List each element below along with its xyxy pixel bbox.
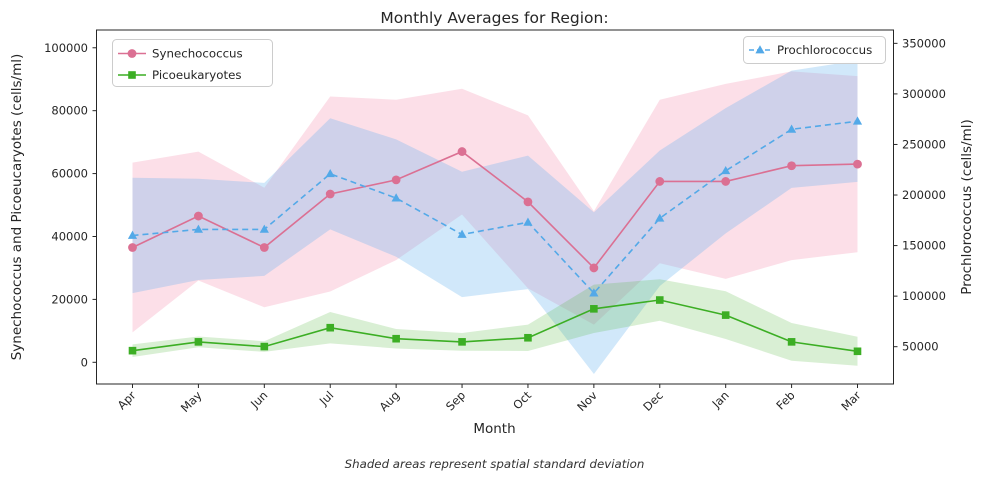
picoeukaryotes-line — [132, 299, 858, 353]
y-left-tick-label: 20000 — [51, 292, 88, 306]
y-right-axis-label: Prochlorococcus (cells/ml) — [959, 119, 975, 295]
picoeukaryotes-marker-Mar — [853, 347, 862, 356]
chart-title: Monthly Averages for Region: — [380, 9, 609, 27]
legend-label: Picoeukaryotes — [152, 68, 242, 82]
prochlorococcus-marker-Apr — [127, 230, 138, 239]
picoeukaryotes-marker-Jul — [326, 323, 335, 332]
prochlorococcus-band — [132, 60, 858, 374]
prochlorococcus-marker-Feb — [786, 124, 797, 133]
y-right-tick-label: 150000 — [902, 239, 946, 253]
x-tick-label: Apr — [115, 388, 139, 412]
synechococcus-marker-Aug — [391, 175, 401, 185]
plot-border — [96, 29, 894, 385]
picoeukaryotes-marker-Sep — [458, 338, 466, 346]
prochlorococcus-marker-Jun — [259, 224, 269, 233]
legend-box — [112, 39, 273, 87]
legend-label: Prochlorococcus — [777, 43, 872, 57]
picoeukaryotes-marker-Feb — [787, 338, 796, 346]
y-right-tick-label: 300000 — [902, 87, 946, 101]
x-tick-label: Jul — [316, 388, 336, 408]
synechococcus-marker-Sep — [457, 147, 467, 156]
prochlorococcus-marker-Dec — [655, 213, 665, 222]
prochlorococcus-marker-Aug — [391, 193, 401, 202]
legend-circle-marker-icon — [127, 49, 137, 58]
y-right-tick-label: 350000 — [902, 36, 946, 50]
y-right-tick-label: 250000 — [902, 137, 946, 151]
picoeukaryotes-band — [132, 279, 858, 366]
prochlorococcus-markers — [127, 116, 863, 297]
legend-box — [743, 36, 886, 64]
x-tick-label: Aug — [376, 388, 402, 414]
picoeukaryotes-marker-Jan — [721, 311, 730, 319]
synechococcus-marker-May — [194, 211, 203, 221]
prochlorococcus-marker-Oct — [523, 217, 533, 226]
x-tick-label: Jan — [709, 388, 732, 411]
picoeukaryotes-marker-Nov — [590, 305, 598, 313]
y-left-tick-label: 40000 — [51, 230, 88, 244]
picoeukaryotes-marker-Aug — [392, 334, 400, 343]
y-left-ticks: 0 20000 40000 60000 80000 100000 — [44, 41, 97, 369]
picoeukaryotes-marker-Oct — [524, 333, 532, 342]
x-tick-label: Feb — [773, 388, 797, 412]
picoeukaryotes-marker-Dec — [655, 296, 664, 304]
synechococcus-marker-Feb — [787, 161, 796, 171]
y-left-tick-label: 60000 — [51, 167, 88, 181]
legend-label: Synechococcus — [152, 47, 243, 61]
x-tick-label: Oct — [510, 388, 534, 412]
synechococcus-marker-Nov — [589, 263, 599, 273]
synechococcus-marker-Oct — [523, 197, 533, 207]
x-axis-label: Month — [473, 421, 516, 437]
synechococcus-marker-Jun — [259, 243, 269, 252]
prochlorococcus-marker-Jul — [325, 168, 335, 178]
synechococcus-marker-Jul — [325, 189, 335, 199]
x-tick-label: Dec — [640, 388, 666, 414]
synechococcus-marker-Mar — [853, 159, 862, 169]
legend-upper-right: Prochlorococcus — [743, 36, 886, 64]
y-right-ticks: 50000 100000 150000 200000 250000 300000 35000… — [893, 36, 946, 354]
picoeukaryotes-marker-Apr — [128, 346, 137, 355]
prochlorococcus-marker-Mar — [852, 116, 863, 125]
prochlorococcus-marker-Nov — [589, 288, 599, 297]
prochlorococcus-marker-Sep — [457, 229, 467, 238]
x-tick-label: May — [178, 388, 205, 415]
y-left-tick-label: 0 — [81, 355, 88, 369]
synechococcus-line — [132, 150, 858, 270]
picoeukaryotes-marker-May — [194, 338, 203, 346]
y-right-tick-label: 50000 — [902, 340, 939, 354]
legend-triangle-marker-icon — [755, 45, 765, 54]
prochlorococcus-marker-Jan — [721, 165, 731, 175]
synechococcus-band — [132, 71, 858, 333]
prochlorococcus-marker-May — [193, 224, 204, 233]
y-left-tick-label: 100000 — [44, 41, 88, 55]
legend-upper-left: Synechococcus Picoeukaryotes — [112, 39, 273, 87]
x-tick-label: Sep — [443, 388, 468, 413]
plot-area — [127, 60, 863, 374]
synechococcus-marker-Apr — [128, 243, 137, 252]
x-tick-label: Nov — [574, 388, 600, 414]
y-left-tick-label: 80000 — [51, 104, 88, 118]
synechococcus-marker-Dec — [655, 177, 665, 186]
picoeukaryotes-marker-Jun — [260, 342, 269, 351]
chart-caption: Shaded areas represent spatial standard … — [344, 457, 645, 471]
legend-square-marker-icon — [128, 71, 136, 79]
y-right-tick-label: 200000 — [902, 188, 946, 202]
synechococcus-marker-Jan — [721, 177, 731, 186]
x-ticks: Apr May Jun Jul Aug Sep Oct Nov Dec Jan Feb Mar — [115, 384, 864, 415]
y-right-tick-label: 100000 — [902, 289, 946, 303]
synechococcus-markers — [128, 147, 862, 273]
y-left-axis-label: Synechococcus and Picoeucaryotes (cells/… — [9, 53, 25, 361]
x-tick-label: Jun — [247, 388, 270, 411]
prochlorococcus-line — [132, 120, 858, 295]
picoeukaryotes-markers — [128, 296, 862, 356]
x-tick-label: Mar — [838, 388, 863, 413]
